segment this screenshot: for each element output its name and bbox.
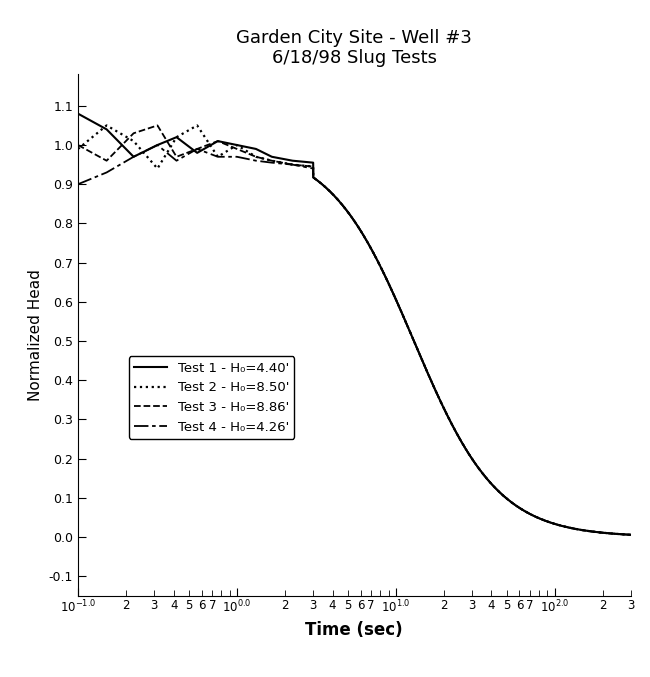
Test 2 - H₀=8.50' bbox=[74, 145, 82, 153]
Test 2 - H₀=8.50' bbox=[372, 253, 380, 261]
Test 2 - H₀=8.50' bbox=[627, 531, 635, 539]
Test 4 - H₀=4.26' bbox=[322, 184, 330, 192]
Test 4 - H₀=4.26' bbox=[527, 510, 535, 519]
Line: Test 3 - H₀=8.86': Test 3 - H₀=8.86' bbox=[78, 125, 631, 535]
Test 1 - H₀=4.40' bbox=[356, 226, 364, 234]
Test 3 - H₀=8.86' bbox=[616, 530, 623, 538]
Test 1 - H₀=4.40' bbox=[322, 183, 330, 192]
Test 3 - H₀=8.86' bbox=[372, 253, 380, 261]
Test 1 - H₀=4.40' bbox=[462, 445, 470, 454]
X-axis label: Time (sec): Time (sec) bbox=[306, 621, 403, 638]
Test 2 - H₀=8.50' bbox=[357, 227, 365, 236]
Test 1 - H₀=4.40' bbox=[526, 510, 534, 519]
Test 4 - H₀=4.26' bbox=[627, 531, 635, 539]
Test 1 - H₀=4.40' bbox=[74, 110, 82, 118]
Test 3 - H₀=8.86' bbox=[527, 510, 535, 519]
Line: Test 2 - H₀=8.50': Test 2 - H₀=8.50' bbox=[78, 125, 631, 535]
Test 2 - H₀=8.50' bbox=[322, 184, 330, 192]
Test 3 - H₀=8.86' bbox=[74, 141, 82, 149]
Test 4 - H₀=4.26' bbox=[616, 530, 623, 538]
Line: Test 4 - H₀=4.26': Test 4 - H₀=4.26' bbox=[78, 145, 631, 535]
Title: Garden City Site - Well #3
6/18/98 Slug Tests: Garden City Site - Well #3 6/18/98 Slug … bbox=[237, 28, 472, 67]
Test 3 - H₀=8.86' bbox=[153, 121, 161, 129]
Test 4 - H₀=4.26' bbox=[357, 227, 365, 236]
Legend: Test 1 - H₀=4.40', Test 2 - H₀=8.50', Test 3 - H₀=8.86', Test 4 - H₀=4.26': Test 1 - H₀=4.40', Test 2 - H₀=8.50', Te… bbox=[129, 357, 294, 439]
Test 4 - H₀=4.26' bbox=[463, 447, 471, 455]
Test 3 - H₀=8.86' bbox=[463, 447, 471, 455]
Test 2 - H₀=8.50' bbox=[616, 530, 623, 538]
Test 2 - H₀=8.50' bbox=[527, 510, 535, 519]
Test 3 - H₀=8.86' bbox=[627, 531, 635, 539]
Test 2 - H₀=8.50' bbox=[463, 447, 471, 455]
Test 4 - H₀=4.26' bbox=[74, 180, 82, 188]
Test 3 - H₀=8.86' bbox=[357, 227, 365, 236]
Test 3 - H₀=8.86' bbox=[322, 184, 330, 192]
Line: Test 1 - H₀=4.40': Test 1 - H₀=4.40' bbox=[78, 114, 631, 535]
Test 2 - H₀=8.50' bbox=[103, 121, 111, 129]
Test 1 - H₀=4.40' bbox=[615, 530, 623, 538]
Test 4 - H₀=4.26' bbox=[153, 141, 161, 149]
Test 4 - H₀=4.26' bbox=[372, 253, 380, 261]
Test 1 - H₀=4.40' bbox=[371, 252, 379, 260]
Y-axis label: Normalized Head: Normalized Head bbox=[28, 269, 43, 401]
Test 1 - H₀=4.40' bbox=[627, 531, 635, 539]
